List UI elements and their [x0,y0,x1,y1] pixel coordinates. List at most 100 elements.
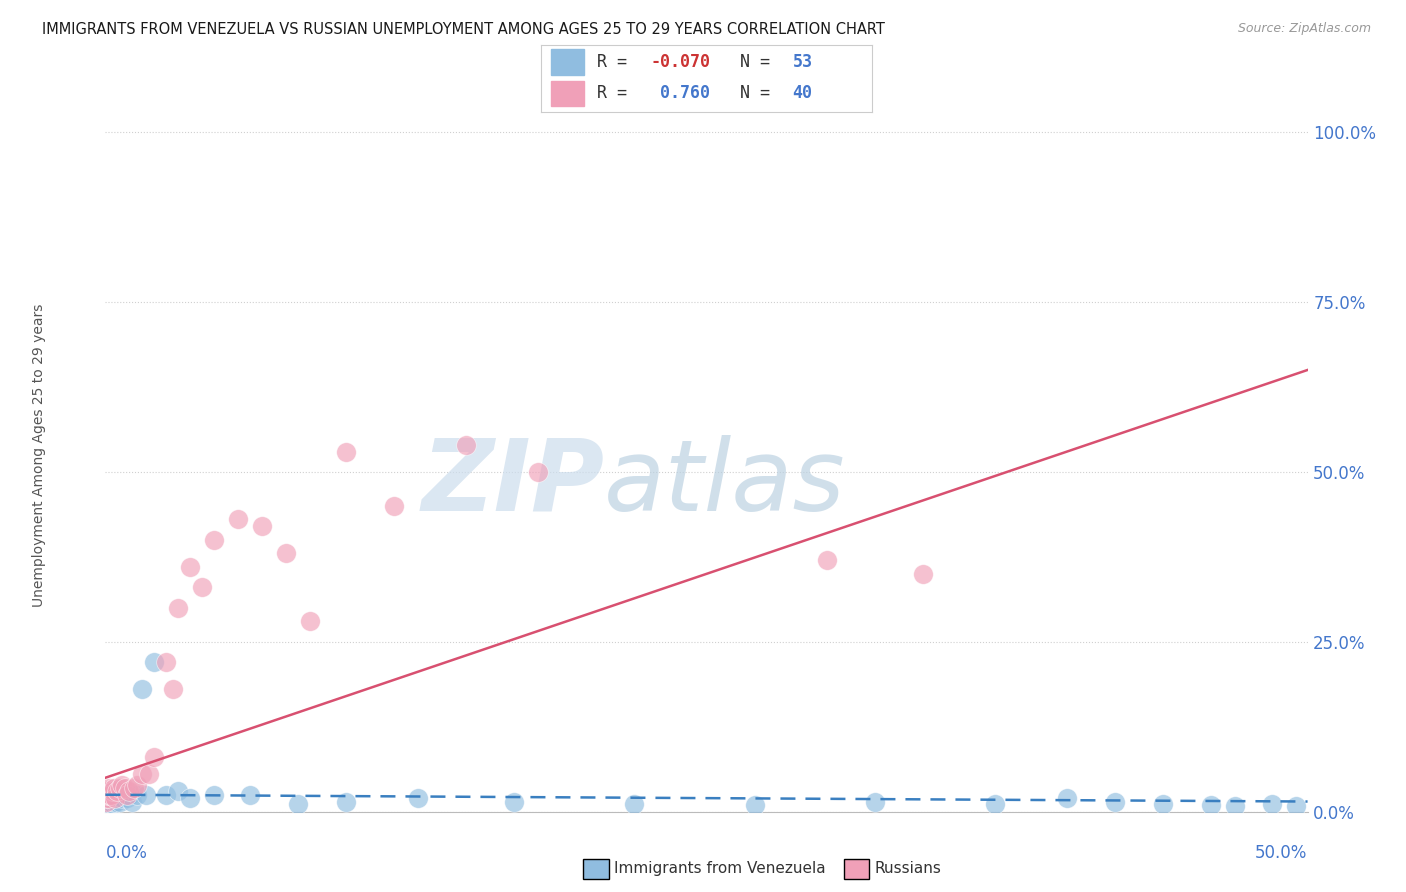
Point [114,780,136,795]
Point [105,795,128,809]
Point [118,788,141,802]
Point [97,788,120,802]
Text: IMMIGRANTS FROM VENEZUELA VS RUSSIAN UNEMPLOYMENT AMONG AGES 25 TO 29 YEARS CORR: IMMIGRANTS FROM VENEZUELA VS RUSSIAN UNE… [42,22,884,37]
Point [96,795,118,809]
Point [335,795,357,809]
Point [115,788,138,802]
Point [250,519,273,533]
Point [1056,791,1078,805]
Point [155,655,177,669]
Point [1225,799,1247,814]
Point [142,655,165,669]
Point [97,784,120,798]
Point [226,512,249,526]
Point [96,799,118,814]
Text: 53: 53 [793,53,813,71]
Point [101,791,124,805]
Point [1152,797,1174,811]
Point [503,795,526,809]
Point [125,788,148,802]
Point [118,784,141,798]
Point [984,797,1007,811]
Point [114,788,136,802]
Text: Unemployment Among Ages 25 to 29 years: Unemployment Among Ages 25 to 29 years [32,303,46,607]
Point [382,499,405,513]
Text: atlas: atlas [605,435,846,532]
Point [108,780,131,795]
Point [97,795,120,809]
Point [115,791,138,805]
Text: 40: 40 [793,85,813,103]
Text: 0.760: 0.760 [651,85,710,103]
Point [454,438,477,452]
Point [162,682,184,697]
Point [98,795,121,809]
Point [100,788,122,802]
Point [125,778,148,792]
Point [527,465,550,479]
Text: R =: R = [598,53,637,71]
Point [124,780,146,795]
Point [96,799,118,814]
Point [179,560,201,574]
Point [1104,795,1126,809]
Point [103,780,125,795]
Bar [551,49,585,75]
Point [97,791,120,805]
Point [97,797,120,811]
Point [108,795,131,809]
Point [107,791,129,805]
Point [155,788,177,802]
Point [104,791,127,805]
Text: N =: N = [740,85,779,103]
Point [103,795,125,809]
Point [100,795,122,809]
Text: R =: R = [598,85,637,103]
Point [1260,797,1282,811]
Point [98,788,121,802]
Point [744,797,766,812]
Point [97,797,120,811]
Text: Source: ZipAtlas.com: Source: ZipAtlas.com [1237,22,1371,36]
Text: N =: N = [740,53,779,71]
Point [142,750,165,764]
Point [96,791,118,805]
Point [166,600,188,615]
Point [623,797,645,811]
Point [107,784,129,798]
Text: ZIP: ZIP [422,435,605,532]
Point [1284,799,1306,814]
Point [202,788,225,802]
Text: Immigrants from Venezuela: Immigrants from Venezuela [614,862,827,876]
Point [815,553,838,567]
Point [101,797,124,811]
Point [100,792,122,806]
Point [96,797,118,812]
Point [298,615,321,629]
Text: 50.0%: 50.0% [1256,844,1308,862]
Text: 0.0%: 0.0% [105,844,148,862]
Point [863,795,886,809]
Point [274,546,297,560]
Point [94,795,117,809]
Text: -0.070: -0.070 [651,53,710,71]
Point [111,778,134,792]
Point [96,795,118,809]
Point [406,791,429,805]
Point [239,788,262,802]
Point [190,581,212,595]
Point [98,797,121,811]
Point [202,533,225,547]
Point [287,797,309,811]
Point [335,444,357,458]
Point [131,767,153,781]
Point [166,784,188,798]
Bar [551,81,585,106]
Point [1201,797,1223,812]
Point [138,767,160,781]
Point [135,788,157,802]
Point [121,795,143,809]
Text: Russians: Russians [875,862,942,876]
Point [104,792,127,806]
Point [98,780,121,795]
